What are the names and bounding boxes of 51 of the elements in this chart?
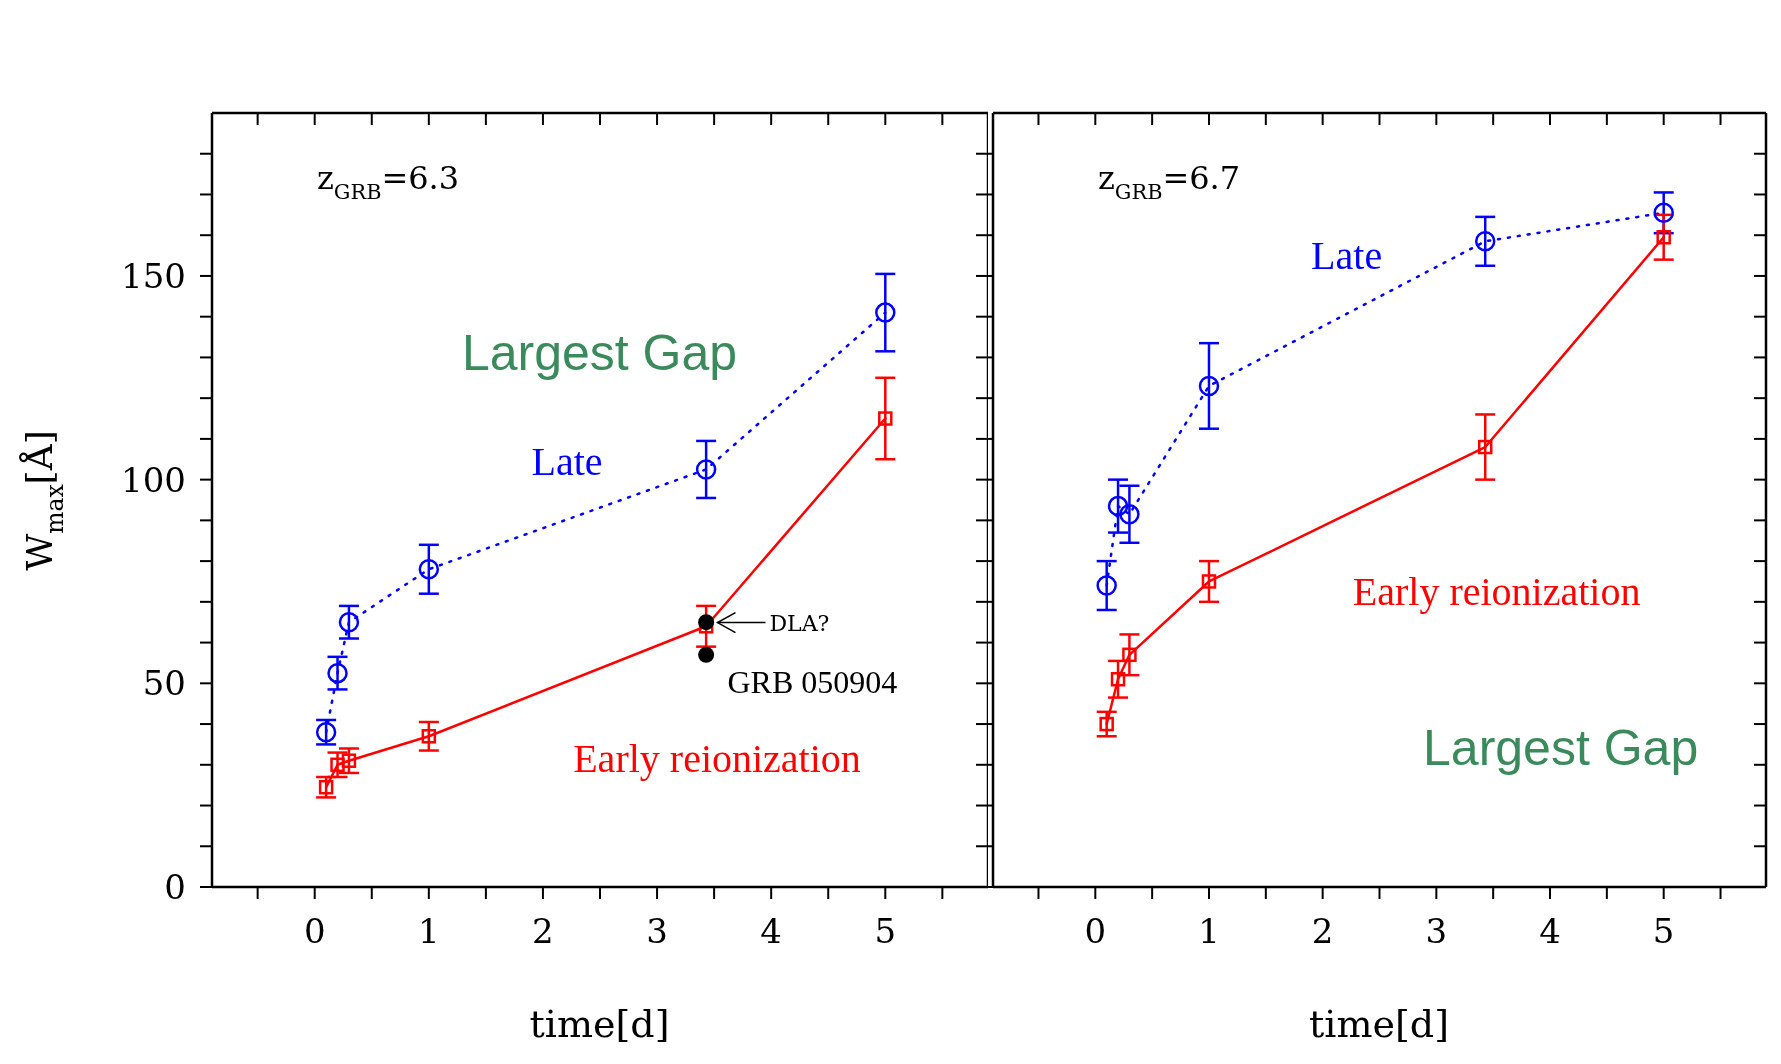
point xyxy=(1198,375,1220,397)
x-axis-title: time[d] xyxy=(529,1002,670,1046)
annotation: z$_{GRB}$=6.7 xyxy=(1098,159,1241,204)
point xyxy=(698,614,715,631)
point xyxy=(1201,574,1217,589)
point xyxy=(338,611,360,633)
point xyxy=(698,646,715,663)
x-tick-label: 5 xyxy=(1652,911,1675,952)
point xyxy=(875,302,896,323)
point xyxy=(1110,671,1126,687)
y-tick-label: 50 xyxy=(142,663,186,704)
point xyxy=(421,729,437,744)
x-tick-label: 1 xyxy=(1198,911,1220,952)
annotation: GRB 050904 xyxy=(727,664,898,701)
annotation: Largest Gap xyxy=(1423,719,1699,776)
y-tick-label: 0 xyxy=(164,867,186,908)
x-tick-label: 0 xyxy=(303,911,326,952)
point xyxy=(330,757,345,773)
series-label: Early reionization xyxy=(573,735,861,781)
x-tick-label: 0 xyxy=(1084,911,1107,952)
point xyxy=(1477,439,1493,455)
x-tick-label: 3 xyxy=(646,911,668,952)
series-label: Early reionization xyxy=(1352,568,1641,614)
y-tick-label: 100 xyxy=(121,459,186,500)
point xyxy=(418,559,440,580)
point xyxy=(1122,647,1137,663)
point xyxy=(1119,504,1140,525)
annotation: Largest Gap xyxy=(461,325,738,382)
x-tick-label: 1 xyxy=(418,911,440,952)
x-tick-label: 5 xyxy=(874,911,897,952)
point xyxy=(1096,575,1117,596)
y-tick-label: 150 xyxy=(121,256,186,297)
point xyxy=(1099,716,1114,732)
series-label: Late xyxy=(1311,233,1383,279)
x-axis-title: time[d] xyxy=(1309,1002,1449,1046)
x-tick-label: 4 xyxy=(1539,911,1561,952)
x-tick-label: 3 xyxy=(1425,911,1448,952)
annotation: DLA? xyxy=(769,610,830,636)
point xyxy=(341,753,357,768)
x-tick-label: 2 xyxy=(532,911,554,952)
point xyxy=(1656,230,1671,245)
point xyxy=(878,411,893,426)
x-tick-label: 2 xyxy=(1311,911,1334,952)
point xyxy=(1107,495,1129,517)
point xyxy=(327,662,348,684)
point xyxy=(1653,202,1674,224)
point xyxy=(695,459,717,480)
annotation: z$_{GRB}$=6.3 xyxy=(317,159,460,204)
series-label: Late xyxy=(531,438,603,484)
x-tick-label: 4 xyxy=(760,911,782,952)
point xyxy=(1474,231,1496,252)
